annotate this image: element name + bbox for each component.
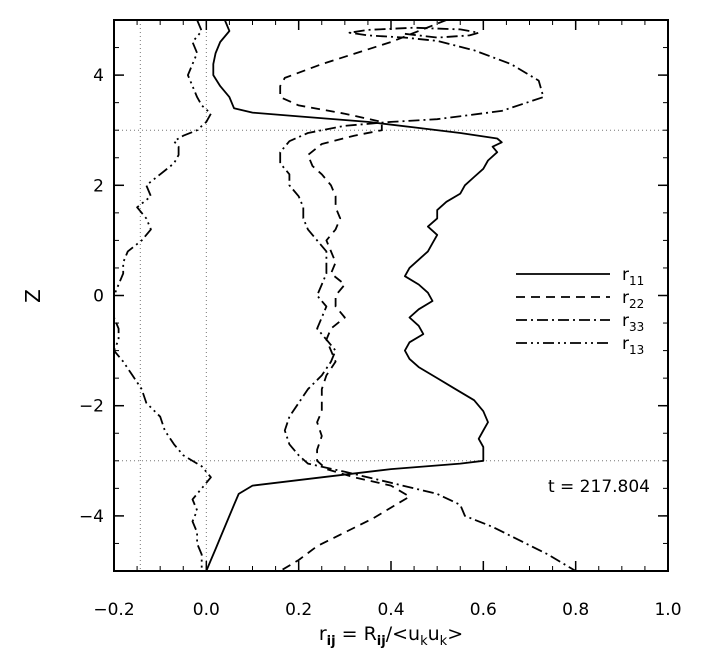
y-tick-label: 4 — [93, 66, 104, 86]
y-tick-label: −4 — [79, 507, 104, 527]
y-tick-label: −2 — [79, 397, 104, 417]
x-tick-label: 0.4 — [377, 600, 404, 620]
y-axis-title: Z — [21, 289, 45, 303]
x-axis-title: rij = Rij/<ukuk> — [319, 623, 463, 649]
y-tick-label: 0 — [93, 287, 104, 307]
series-line-r11 — [205, 20, 503, 571]
x-tick-label: 1.0 — [654, 600, 681, 620]
series-group — [114, 20, 577, 571]
time-annotation: t = 217.804 — [548, 477, 650, 497]
legend-label-r22: r22 — [622, 288, 644, 311]
legend-label-r11: r11 — [622, 265, 644, 288]
x-tick-label: −0.2 — [93, 600, 134, 620]
x-tick-label: 0.6 — [470, 600, 497, 620]
x-tick-label: 0.8 — [562, 600, 589, 620]
series-line-r33 — [279, 26, 577, 571]
series-line-r22 — [279, 20, 447, 571]
y-tick-label: 2 — [93, 176, 104, 196]
axes: −0.2 0.0 0.2 0.4 0.6 0.8 1.0 −4 −2 0 2 4 — [79, 19, 682, 620]
x-tick-label: 0.0 — [193, 600, 220, 620]
legend-label-r13: r13 — [622, 334, 644, 357]
x-tick-label: 0.2 — [285, 600, 312, 620]
series-line-r13 — [114, 20, 212, 571]
reference-lines — [114, 20, 668, 571]
legend-label-r33: r33 — [622, 311, 644, 334]
